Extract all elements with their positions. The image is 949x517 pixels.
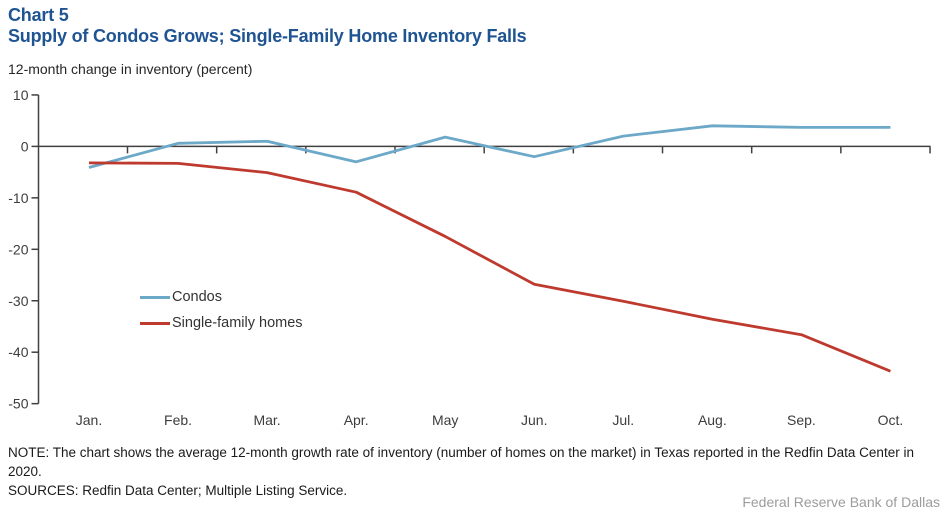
single-family-line-swatch <box>140 321 170 325</box>
x-tick-label: Oct. <box>878 412 904 428</box>
x-tick-label: Feb. <box>164 412 192 428</box>
y-tick-label: -50 <box>8 396 28 412</box>
legend-item-single-family: Single-family homes <box>140 310 303 336</box>
y-tick-label: -20 <box>8 241 28 257</box>
single-family-homes-line <box>88 161 891 373</box>
attribution: Federal Reserve Bank of Dallas <box>742 494 940 510</box>
x-tick-label: Apr. <box>344 412 369 428</box>
x-tick-label: Jul. <box>612 412 634 428</box>
legend-label-condos: Condos <box>172 289 222 305</box>
x-tick-label: Sep. <box>787 412 816 428</box>
x-tick-label: May <box>432 412 458 428</box>
y-tick-label: 10 <box>13 87 29 103</box>
chart-number: Chart 5 <box>8 5 69 25</box>
y-axis: 10 0 -10 -20 -30 -40 -50 <box>8 87 40 412</box>
x-tick-label: Aug. <box>698 412 727 428</box>
chart-legend: Condos Single-family homes <box>140 284 303 336</box>
condos-line <box>88 124 891 169</box>
chart-header: Chart 5 Supply of Condos Grows; Single-F… <box>8 5 527 47</box>
y-axis-title: 12-month change in inventory (percent) <box>8 61 253 77</box>
legend-item-condos: Condos <box>140 284 303 310</box>
footnotes: NOTE: The chart shows the average 12-mon… <box>8 443 942 500</box>
y-tick-label: -40 <box>8 344 28 360</box>
page-title: Supply of Condos Grows; Single-Family Ho… <box>8 26 527 46</box>
y-tick-label: -30 <box>8 293 28 309</box>
condos-line-swatch <box>140 295 170 299</box>
x-tick-label: Mar. <box>253 412 280 428</box>
x-tick-label: Jan. <box>76 412 102 428</box>
note-text: NOTE: The chart shows the average 12-mon… <box>8 445 914 479</box>
y-tick-label: 0 <box>21 138 29 154</box>
legend-label-single-family: Single-family homes <box>172 315 303 331</box>
y-tick-label: -10 <box>8 190 28 206</box>
sources-text: SOURCES: Redfin Data Center; Multiple Li… <box>8 483 348 498</box>
x-tick-label: Jun. <box>521 412 547 428</box>
